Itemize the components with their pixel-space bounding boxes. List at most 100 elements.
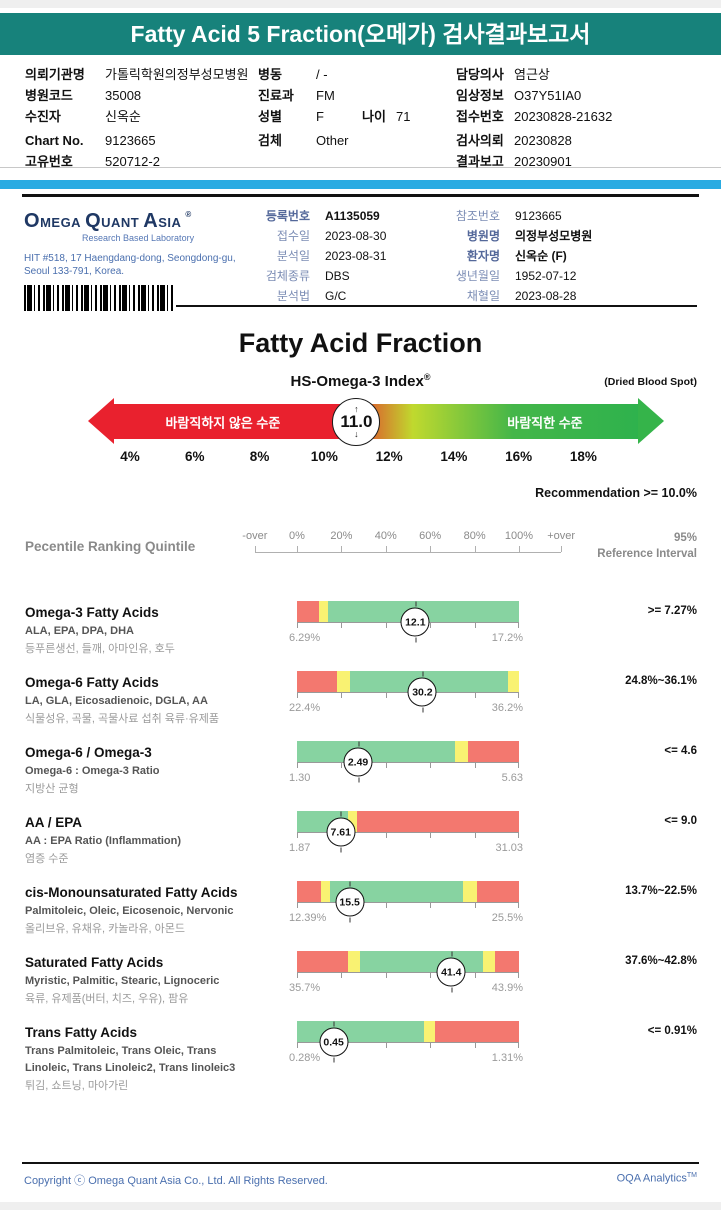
lab-field-value: 9123665 xyxy=(515,209,562,223)
gauge-left-arrowhead-icon xyxy=(88,398,114,444)
fatty-acid-food-sources: 등푸른생선, 들깨, 아마인유, 호두 xyxy=(25,643,175,655)
fatty-acid-food-sources: 튀김, 쇼트닝, 마아가린 xyxy=(25,1080,129,1092)
down-arrow-icon: ↓ xyxy=(354,428,359,439)
lab-info-column-2: 참조번호 9123665 병원명 의정부성모병원 환자명 신옥순 (F) 생년월일 1952-… xyxy=(438,206,592,306)
patient-field-label: 고유번호 xyxy=(25,154,73,169)
axis-tick xyxy=(430,623,432,628)
fatty-acid-labels: Omega-3 Fatty Acids ALA, EPA, DPA, DHA 등… xyxy=(25,605,293,656)
axis-tick xyxy=(385,903,387,908)
red-segment xyxy=(297,671,337,692)
red-segment xyxy=(297,951,349,972)
gauge-tick-label: 14% xyxy=(440,449,468,464)
fatty-acid-row: Omega-3 Fatty Acids ALA, EPA, DPA, DHA 등… xyxy=(0,600,721,670)
lab-field-row: 병원명 의정부성모병원 xyxy=(438,226,592,246)
scale-tick xyxy=(254,546,256,552)
reference-interval-value: <= 0.91% xyxy=(647,1025,697,1037)
green-segment xyxy=(297,1021,424,1042)
scale-label: 0% xyxy=(289,530,305,542)
result-value-marker: 12.1 xyxy=(400,601,430,643)
lab-field-row: 등록번호 A1135059 xyxy=(248,206,386,226)
green-segment xyxy=(330,881,464,902)
fatty-acid-components-line: Omega-6 : Omega-3 Ratio xyxy=(25,765,160,777)
blue-divider-bar xyxy=(0,180,721,189)
fatty-acid-components: LA, GLA, Eicosadienoic, DGLA, AA xyxy=(25,694,293,708)
reference-interval-value: 13.7%~22.5% xyxy=(625,885,697,897)
axis-tick xyxy=(474,903,476,908)
patient-field-value: 35008 xyxy=(105,88,142,103)
range-low-label: 35.7% xyxy=(289,982,321,994)
scale-label: -over xyxy=(242,530,268,542)
scale-tick xyxy=(474,546,476,552)
patient-info-column-1: 의뢰기관명 가톨릭학원의정부성모병원 병원코드 35008 수진자 신옥순 Chart No… xyxy=(25,64,260,172)
fatty-acid-name: Saturated Fatty Acids xyxy=(25,955,164,970)
patient-field-value: 20230828-21632 xyxy=(514,109,613,124)
axis-tick xyxy=(341,973,343,978)
range-low-label: 6.29% xyxy=(289,632,321,644)
patient-field-label: 병원코드 xyxy=(25,88,73,103)
lab-tagline: Research Based Laboratory xyxy=(82,233,195,243)
lab-field-value: 2023-08-31 xyxy=(325,249,387,263)
scale-label: +over xyxy=(547,530,576,542)
fatty-acid-components-line: Trans Palmitoleic, Trans Oleic, Trans xyxy=(25,1045,217,1057)
percentile-bar-segments xyxy=(297,881,519,902)
fatty-acid-labels: cis-Monounsaturated Fatty Acids Palmitol… xyxy=(25,885,293,936)
fatty-acid-name: cis-Monounsaturated Fatty Acids xyxy=(25,885,238,900)
axis-tick xyxy=(297,623,298,628)
lab-field-row: 검체종류 DBS xyxy=(248,266,386,286)
fatty-acid-rows: Omega-3 Fatty Acids ALA, EPA, DPA, DHA 등… xyxy=(0,600,721,1108)
patient-field-label: 검체 xyxy=(258,133,282,148)
omega3-index-gauge: 바람직하지 않은 수준 바람직한 수준 ↑ 11.0 ↓ xyxy=(88,397,664,446)
percentile-bar: 0.45 0.28% 1.31% xyxy=(289,1021,523,1064)
axis-tick xyxy=(430,973,432,978)
logo-word: Quant xyxy=(85,210,140,232)
patient-field-label: 나이 xyxy=(362,109,386,124)
lab-field-value: G/C xyxy=(325,289,347,303)
patient-field-label: 접수번호 xyxy=(456,109,504,124)
patient-field-row: 의뢰기관명 가톨릭학원의정부성모병원 xyxy=(25,64,260,85)
fatty-acid-row: Omega-6 Fatty Acids LA, GLA, Eicosadieno… xyxy=(0,670,721,740)
range-low-label: 0.28% xyxy=(289,1052,321,1064)
brand-text: OQA AnalyticsTM xyxy=(616,1172,697,1185)
axis-tick xyxy=(474,763,476,768)
percentile-scale: -over 0% 20% 40% 60% 80% 100% +over xyxy=(242,530,575,570)
result-value-marker: 2.49 xyxy=(343,741,373,783)
fatty-acid-labels: Trans Fatty Acids Trans Palmitoleic, Tra… xyxy=(25,1025,293,1093)
percentile-heading: Pecentile Ranking Quintile xyxy=(25,539,196,554)
axis-tick xyxy=(518,1043,519,1048)
patient-field-value: 20230828 xyxy=(514,133,572,148)
lab-address-line-1: HIT #518, 17 Haengdang-dong, Seongdong-g… xyxy=(24,253,236,264)
lab-field-label: 채혈일 xyxy=(466,289,500,303)
axis-tick xyxy=(518,693,519,698)
patient-field-value: / - xyxy=(316,67,328,82)
fatty-acid-labels: Omega-6 Fatty Acids LA, GLA, Eicosadieno… xyxy=(25,675,293,726)
fatty-acid-food-sources: 식물성유, 곡물, 곡물사료 섭취 육류·유제품 xyxy=(25,713,220,725)
scale-tick xyxy=(519,546,520,552)
lab-field-value: 2023-08-28 xyxy=(515,289,577,303)
range-high-label: 1.31% xyxy=(491,1052,523,1064)
red-segment xyxy=(434,1021,519,1042)
patient-field-value: FM xyxy=(316,88,335,103)
copyright-text: Copyright ⓒ Omega Quant Asia Co., Ltd. A… xyxy=(24,1175,328,1187)
fatty-acid-components-line: Linoleic, Trans Linoleic2, Trans linolei… xyxy=(25,1062,236,1074)
patient-field-row: 성별 F 나이 71 xyxy=(258,106,453,127)
lab-field-label: 생년월일 xyxy=(455,269,500,283)
yellow-segment xyxy=(321,881,331,902)
scale-tick xyxy=(561,546,563,552)
axis-tick xyxy=(474,623,476,628)
patient-field-value: 염근상 xyxy=(514,67,550,82)
fatty-acid-name: Trans Fatty Acids xyxy=(25,1025,138,1040)
registered-trademark-icon: ® xyxy=(185,210,192,219)
patient-field-value: 520712-2 xyxy=(105,154,160,169)
page-edge-bottom xyxy=(0,1202,721,1210)
reference-interval-percent: 95% xyxy=(673,532,697,544)
fatty-acid-row: Saturated Fatty Acids Myristic, Palmitic… xyxy=(0,950,721,1020)
lab-field-label: 병원명 xyxy=(466,229,500,243)
patient-field-value: 9123665 xyxy=(105,133,156,148)
sample-type-label: (Dried Blood Spot) xyxy=(604,376,697,388)
lab-field-label: 분석일 xyxy=(276,249,310,263)
lab-field-label: 검체종류 xyxy=(265,269,310,283)
gauge-tick-label: 6% xyxy=(185,449,205,464)
scale-tick xyxy=(430,546,432,552)
axis-tick xyxy=(297,763,298,768)
axis-tick xyxy=(385,693,387,698)
